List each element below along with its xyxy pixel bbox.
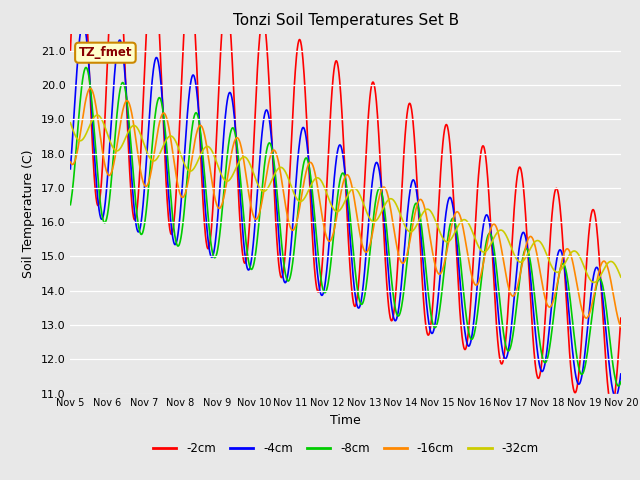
-4cm [612,394,620,400]
-16cm [251,216,259,221]
-4cm [617,371,625,377]
-32cm [590,279,598,285]
-8cm [251,256,259,262]
-32cm [552,269,559,275]
-2cm [608,404,616,410]
-32cm [617,274,625,280]
-2cm [176,117,184,122]
-8cm [617,379,625,385]
-32cm [251,174,259,180]
Line: -16cm: -16cm [70,88,621,327]
-16cm [67,159,74,165]
Line: -32cm: -32cm [70,115,621,282]
-16cm [431,263,439,269]
-8cm [83,65,90,71]
Line: -4cm: -4cm [70,23,621,397]
Text: TZ_fmet: TZ_fmet [79,46,132,59]
-8cm [431,324,439,330]
-4cm [251,224,259,229]
-8cm [504,347,511,353]
-16cm [617,324,625,330]
Line: -2cm: -2cm [70,0,621,407]
-32cm [176,149,184,155]
Legend: -2cm, -4cm, -8cm, -16cm, -32cm: -2cm, -4cm, -8cm, -16cm, -32cm [148,437,543,460]
-4cm [189,72,197,78]
X-axis label: Time: Time [330,414,361,427]
-8cm [67,202,74,207]
-4cm [176,215,184,221]
-16cm [552,288,559,294]
-8cm [189,118,197,124]
-32cm [504,235,511,240]
-8cm [614,383,622,389]
-32cm [189,167,197,172]
-2cm [251,118,259,124]
-4cm [504,353,511,359]
Y-axis label: Soil Temperature (C): Soil Temperature (C) [22,149,35,278]
-2cm [552,186,559,192]
-4cm [67,166,74,172]
-2cm [431,263,439,268]
-4cm [431,319,439,325]
-16cm [504,279,511,285]
-16cm [189,148,197,154]
-16cm [176,190,184,196]
-32cm [93,112,101,118]
-2cm [617,315,625,321]
-8cm [552,295,559,300]
-4cm [552,263,559,269]
-4cm [79,20,87,25]
Title: Tonzi Soil Temperatures Set B: Tonzi Soil Temperatures Set B [232,13,459,28]
Line: -8cm: -8cm [70,68,621,386]
-2cm [67,48,74,54]
-8cm [176,240,184,246]
-16cm [86,85,94,91]
-32cm [431,217,439,223]
-2cm [189,0,197,4]
-2cm [504,319,511,324]
-32cm [67,120,74,126]
